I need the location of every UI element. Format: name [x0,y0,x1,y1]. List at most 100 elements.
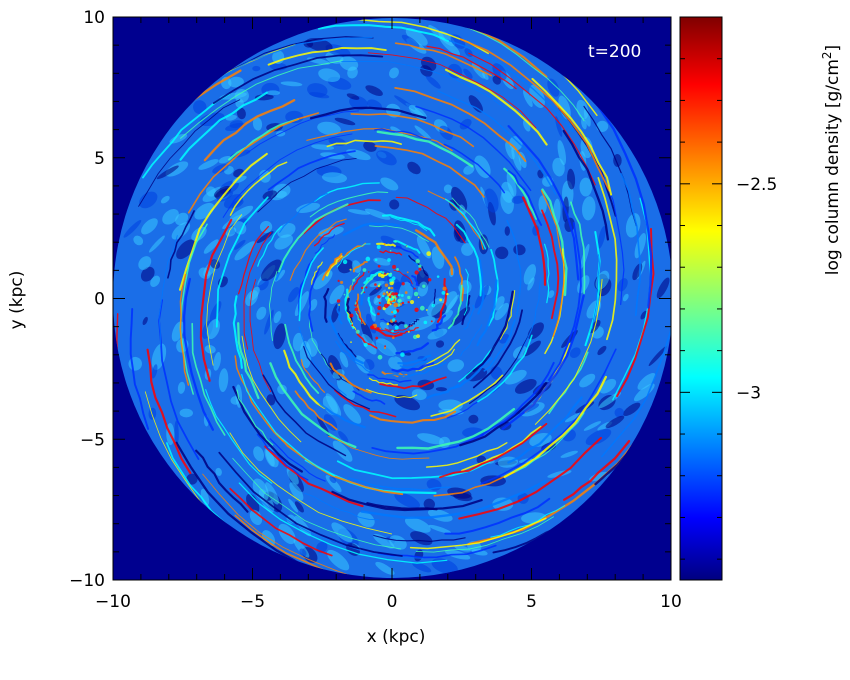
core-clump [391,292,395,296]
x-axis-title: x (kpc) [367,627,426,647]
core-clump [350,341,352,344]
density-patch [538,195,547,214]
spiral-filament [596,104,653,309]
density-patch [338,430,349,443]
density-patch [228,76,244,88]
spiral-filament [459,382,548,447]
density-patch [266,394,276,406]
density-patch [317,121,341,136]
spiral-filament [521,196,547,286]
density-patch [256,306,267,320]
density-patch [264,448,275,467]
density-patch [339,351,349,368]
spiral-filament [534,278,603,425]
density-patch [280,81,303,87]
spiral-filament [350,113,475,148]
y-axis-title: y (kpc) [7,271,27,330]
density-patch [407,161,421,175]
density-patch [414,125,432,141]
density-patch [138,256,152,270]
core-clump [436,275,440,278]
density-patch [213,185,232,198]
spiral-filament [229,468,424,559]
spiral-filament [218,451,403,557]
density-patch [447,359,465,372]
density-patch [346,93,360,100]
spiral-filament [289,218,347,281]
spiral-filament [444,497,551,535]
spiral-filament [352,272,365,291]
spiral-filament [427,190,484,250]
spiral-filament [601,276,671,458]
core-clump [369,325,375,330]
density-patch [492,497,514,511]
density-patch [579,373,596,388]
density-patch [200,488,210,506]
core-clump [374,283,377,286]
core-clump [407,300,410,304]
density-patch [343,404,362,424]
spiral-filament [591,254,601,329]
spiral-filament [371,326,403,338]
core-clump [382,292,386,296]
core-clump [418,264,422,268]
density-patch [376,150,397,166]
core-clump [354,304,357,307]
density-patch [523,264,537,285]
core-clump [398,293,401,297]
core-clump [374,258,378,262]
spiral-filament [464,26,585,122]
colorbar-ticks: −3 −2.5 [680,16,777,560]
spiral-filament [345,297,353,324]
spiral-filament [444,198,487,250]
spiral-filament [390,216,428,232]
core-clump [415,259,420,264]
spiral-filament [309,191,389,218]
spiral-filament [570,201,586,294]
core-clump [417,296,420,299]
density-patch [427,328,448,340]
core-clump [378,301,381,305]
spiral-filament [195,449,249,513]
spiral-filament [374,128,432,140]
density-patch [141,218,158,235]
density-patch [417,281,429,297]
spiral-filament [232,295,243,369]
core-clump [391,276,396,281]
spiral-filament [541,209,560,320]
spiral-filament [264,445,364,508]
density-patch [511,195,525,204]
spiral-filament [384,325,413,332]
density-patch [547,290,555,299]
spiral-filament [355,300,363,324]
density-patch [560,450,578,458]
density-patch [411,389,427,401]
spiral-filament [179,273,190,386]
core-clump [377,295,381,299]
y-tick-label: −10 [69,571,105,591]
spiral-filament [476,279,498,347]
spiral-filament [399,358,434,369]
core-clump [391,311,394,314]
spiral-filament [303,345,371,410]
density-patch [493,296,505,311]
density-patch [309,92,330,99]
spiral-filament [203,99,296,162]
density-patch [583,108,591,127]
density-patch [389,535,407,550]
core-clump [414,270,419,275]
spiral-filament [459,38,611,192]
density-patch [405,28,428,46]
density-patch [264,309,274,335]
density-patch [428,524,452,534]
density-patch [597,345,607,356]
spiral-filament [340,60,509,112]
spiral-filament [298,258,315,316]
density-patch [435,387,448,392]
spiral-filament [232,385,303,473]
colorbar-title-end: ] [823,45,843,52]
colorbar-title-sup: 2 [820,51,834,59]
density-patch [186,473,198,485]
spiral-filament [415,348,455,372]
density-patch [394,395,421,411]
